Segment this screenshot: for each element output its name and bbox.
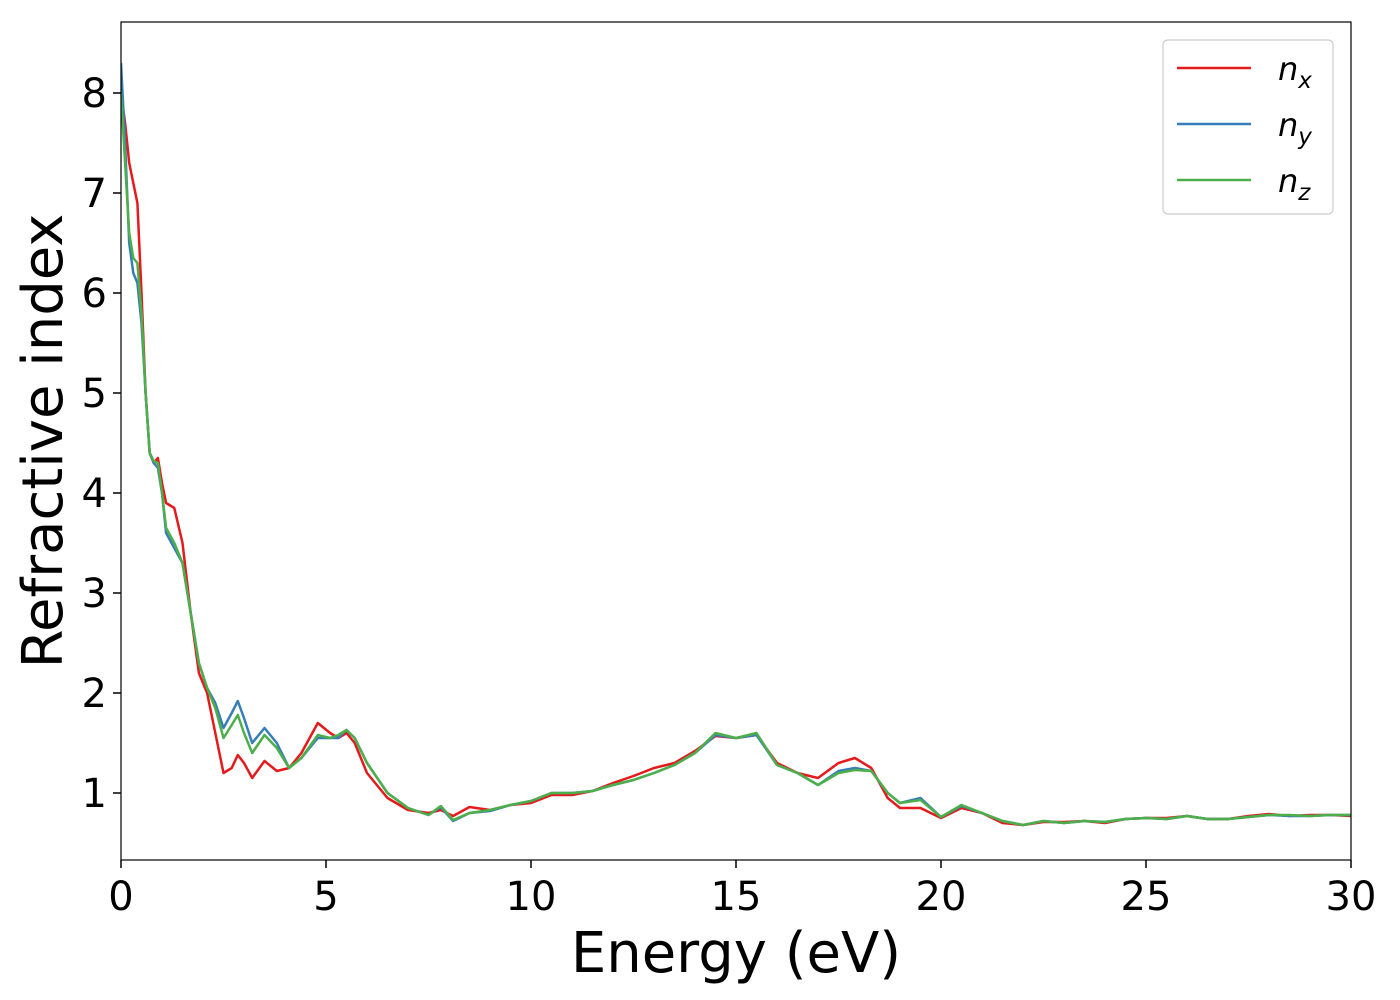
x-tick-label: 30	[1326, 874, 1377, 920]
x-tick-label: 5	[313, 874, 338, 920]
x-tick-label: 0	[108, 874, 133, 920]
y-axis-label: Refractive index	[11, 214, 76, 669]
x-tick-label: 15	[711, 874, 762, 920]
legend-label: nx	[1278, 50, 1312, 94]
series-line	[121, 92, 1351, 827]
y-tick-label: 3	[82, 571, 107, 617]
legend-box	[1162, 39, 1334, 215]
plot-frame	[120, 21, 1352, 861]
y-tick-label: 2	[82, 671, 107, 717]
x-tick-label: 10	[506, 874, 557, 920]
y-tick-label: 8	[82, 71, 107, 117]
y-tick-label: 5	[82, 371, 107, 417]
x-axis-label: Energy (eV)	[571, 921, 901, 986]
y-tick-label: 1	[82, 771, 107, 817]
y-tick-label: 6	[82, 271, 107, 317]
legend-label: nz	[1278, 162, 1311, 206]
y-tick-label: 7	[82, 171, 107, 217]
legend-label: ny	[1278, 106, 1312, 150]
x-tick-label: 20	[916, 874, 967, 920]
x-tick-label: 25	[1121, 874, 1172, 920]
y-tick-label: 4	[82, 471, 107, 517]
